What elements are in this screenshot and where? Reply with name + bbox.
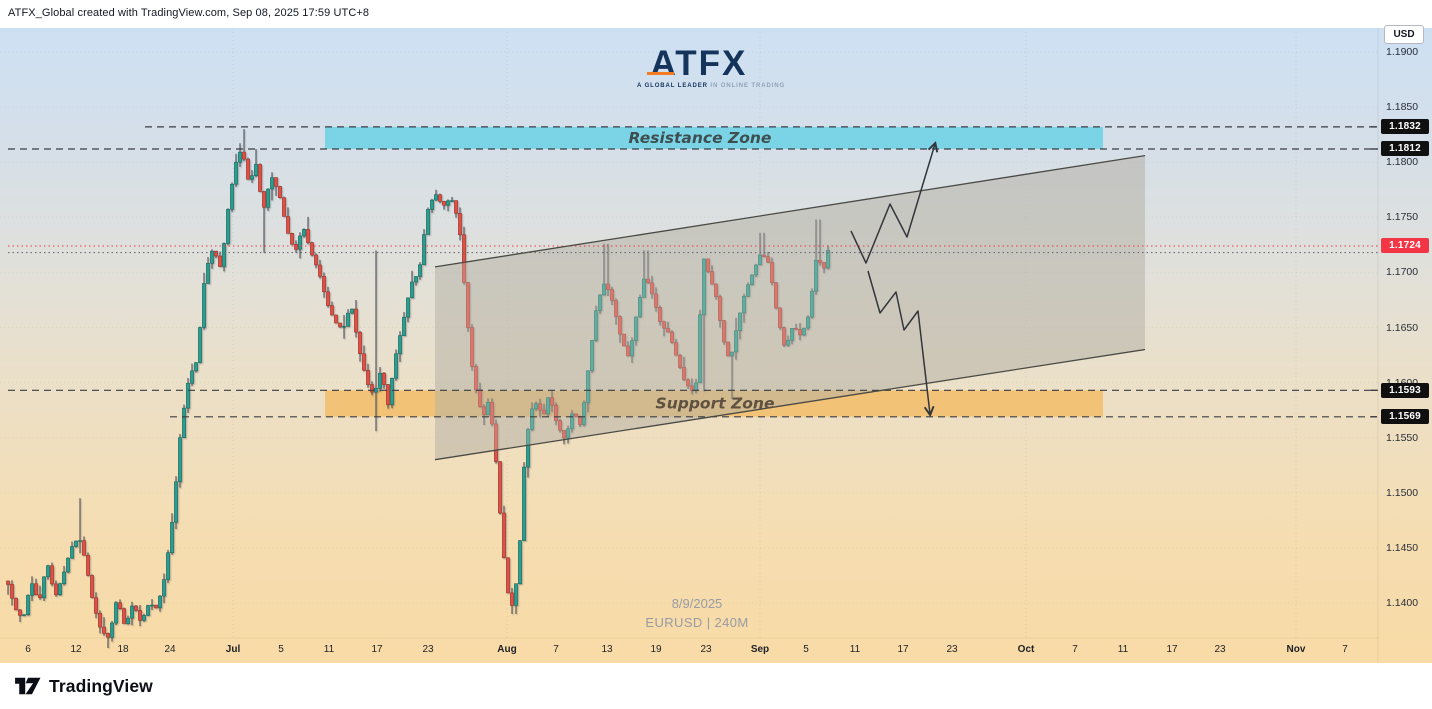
- time-tick: 17: [1166, 644, 1178, 655]
- resistance-zone: [325, 126, 1103, 149]
- time-tick: Sep: [750, 644, 770, 655]
- time-tick: Jul: [225, 644, 241, 655]
- trend-channel-lower-line: [434, 348, 1146, 461]
- time-tick: 23: [1214, 644, 1226, 655]
- tradingview-wordmark: TradingView: [49, 675, 153, 696]
- price-tick: 1.1400: [1386, 597, 1419, 609]
- time-tick: Nov: [1286, 644, 1306, 655]
- price-tick: 1.1550: [1386, 431, 1419, 444]
- candles: [6, 129, 830, 648]
- atfx-tagline: A GLOBAL LEADER IN ONLINE TRADING: [637, 83, 786, 89]
- projection-arrow-down: [867, 270, 930, 414]
- time-tick: 17: [897, 644, 909, 655]
- watermark-symbol: EURUSD | 240M: [645, 615, 749, 630]
- time-tick: 18: [117, 644, 129, 655]
- title-bar: ATFX_Global created with TradingView.com…: [0, 0, 1432, 28]
- time-tick: 19: [650, 644, 662, 655]
- watermark-date: 8/9/2025: [671, 596, 723, 611]
- price-level-badge: 1.1569: [1381, 409, 1429, 425]
- chart-canvas[interactable]: Resistance Zone Support Zone: [0, 28, 1432, 663]
- time-tick: 23: [946, 644, 958, 655]
- time-tick: 13: [601, 644, 613, 655]
- time-tick: 11: [849, 644, 861, 655]
- price-axis[interactable]: USD 1.1900 1.1850 1.1800 1.1750 1.1700 1.1650…: [1378, 25, 1432, 663]
- time-tick: Aug: [497, 644, 517, 655]
- trend-channel-overlay: [435, 155, 1145, 460]
- price-tick: 1.1650: [1386, 321, 1419, 334]
- currency-button[interactable]: USD: [1384, 25, 1424, 44]
- time-tick: 23: [700, 644, 712, 655]
- price-tick: 1.1750: [1386, 211, 1419, 224]
- trend-channel-fill: [435, 155, 1145, 460]
- chart-title: ATFX_Global created with TradingView.com…: [8, 7, 370, 19]
- support-zone-label: Support Zone: [656, 395, 775, 413]
- resistance-zone-label: Resistance Zone: [629, 129, 772, 147]
- price-tick: 1.1800: [1386, 156, 1419, 169]
- time-tick: 7: [1342, 644, 1348, 655]
- price-level-badge: 1.1812: [1381, 141, 1429, 157]
- price-tick: 1.1700: [1386, 266, 1419, 279]
- price-tick: 1.1850: [1386, 101, 1419, 114]
- support-zone: [325, 390, 1103, 417]
- time-tick: 11: [323, 644, 335, 655]
- atfx-logo: ATFX A GLOBAL LEADER IN ONLINE TRADING: [637, 46, 786, 90]
- trend-channel-upper-line: [434, 154, 1146, 268]
- tradingview-glyph-icon: [15, 677, 41, 695]
- time-tick: 5: [803, 644, 809, 655]
- footer-bar: TradingView: [0, 663, 1432, 709]
- price-level-badge: 1.1832: [1381, 119, 1429, 135]
- time-tick: 6: [25, 644, 31, 655]
- price-level-badge: 1.1724: [1381, 238, 1429, 254]
- price-tick: 1.1900: [1386, 46, 1419, 58]
- projection-arrow-up: [850, 144, 935, 264]
- price-level-badge: 1.1593: [1381, 382, 1429, 398]
- price-tick: 1.1500: [1386, 486, 1419, 499]
- atfx-wordmark: ATFX: [646, 46, 748, 82]
- time-tick: 17: [371, 644, 383, 655]
- time-tick: 5: [278, 644, 284, 655]
- time-tick: 23: [422, 644, 434, 655]
- atfx-accent-bar: [646, 71, 674, 75]
- price-tick: 1.1450: [1386, 541, 1419, 554]
- time-tick: 7: [553, 644, 559, 655]
- time-tick: Oct: [1017, 644, 1035, 655]
- time-tick: 24: [164, 644, 176, 655]
- time-tick: 11: [1117, 644, 1129, 655]
- time-tick: 7: [1072, 644, 1078, 655]
- time-axis[interactable]: 6 12 18 24 Jul 5 11 17 23 Aug 7 13 19 23 Sep 5 11 17 23 Oct…: [0, 638, 1378, 663]
- time-tick: 12: [70, 644, 82, 655]
- tradingview-logo[interactable]: TradingView: [14, 674, 153, 698]
